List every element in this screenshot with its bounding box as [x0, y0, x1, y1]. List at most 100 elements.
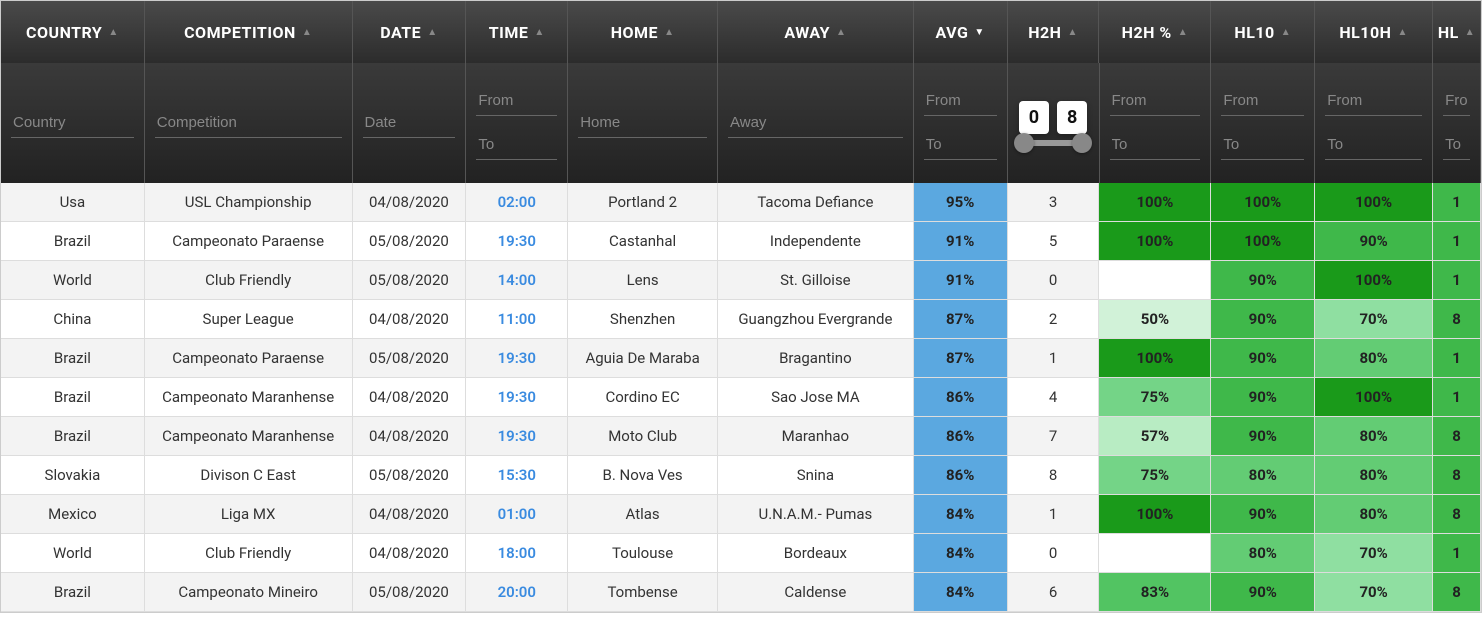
filter-to-avg[interactable] [924, 130, 997, 160]
filter-from-hl[interactable] [1443, 86, 1470, 116]
table-row[interactable]: WorldClub Friendly05/08/202014:00LensSt.… [1, 261, 1481, 300]
column-header-h2h[interactable]: H2H▲ [1008, 1, 1100, 63]
data-table: COUNTRY▲COMPETITION▲DATE▲TIME▲HOME▲AWAY▲… [0, 0, 1482, 613]
cell-h2hp [1099, 534, 1211, 572]
column-header-competition[interactable]: COMPETITION▲ [145, 1, 353, 63]
slider-track[interactable] [1018, 140, 1088, 146]
cell-h2h: 2 [1008, 300, 1100, 338]
filter-from-hl10h[interactable] [1325, 86, 1422, 116]
cell-date: 05/08/2020 [353, 261, 467, 299]
cell-time: 18:00 [466, 534, 568, 572]
filter-to-h2hp[interactable] [1110, 130, 1201, 160]
cell-avg: 84% [914, 495, 1008, 533]
table-row[interactable]: ChinaSuper League04/08/202011:00Shenzhen… [1, 300, 1481, 339]
column-header-time[interactable]: TIME▲ [466, 1, 568, 63]
range-slider-h2h[interactable]: 08 [1018, 101, 1089, 146]
cell-away: Maranhao [718, 417, 914, 455]
filter-input-date[interactable] [363, 108, 456, 138]
column-header-label: HL [1438, 23, 1459, 42]
table-row[interactable]: UsaUSL Championship04/08/202002:00Portla… [1, 183, 1481, 222]
filter-to-time[interactable] [476, 130, 557, 160]
cell-time: 01:00 [466, 495, 568, 533]
cell-date: 04/08/2020 [353, 417, 467, 455]
column-header-hl10h[interactable]: HL10H▲ [1315, 1, 1433, 63]
cell-hl10: 80% [1211, 534, 1315, 572]
cell-away: Tacoma Defiance [718, 183, 914, 221]
cell-hl: 1 [1433, 261, 1481, 299]
cell-h2h: 7 [1008, 417, 1100, 455]
cell-hl: 1 [1433, 222, 1481, 260]
cell-hl10h: 80% [1315, 339, 1433, 377]
cell-country: Brazil [1, 573, 145, 611]
filter-input-home[interactable] [578, 108, 707, 138]
cell-home: Atlas [568, 495, 718, 533]
cell-competition: Campeonato Mineiro [145, 573, 353, 611]
filter-input-country[interactable] [11, 108, 134, 138]
cell-avg: 87% [914, 300, 1008, 338]
cell-h2h: 1 [1008, 339, 1100, 377]
filter-from-avg[interactable] [924, 86, 997, 116]
cell-date: 04/08/2020 [353, 183, 467, 221]
filter-to-hl[interactable] [1443, 130, 1470, 160]
column-header-country[interactable]: COUNTRY▲ [1, 1, 145, 63]
table-row[interactable]: BrazilCampeonato Maranhense04/08/202019:… [1, 378, 1481, 417]
cell-away: St. Gilloise [718, 261, 914, 299]
slider-thumb-min[interactable] [1014, 133, 1034, 153]
slider-thumb-max[interactable] [1072, 133, 1092, 153]
column-header-hl10[interactable]: HL10▲ [1211, 1, 1315, 63]
cell-h2hp: 75% [1099, 456, 1211, 494]
cell-home: Tombense [568, 573, 718, 611]
cell-hl10: 90% [1211, 495, 1315, 533]
cell-hl10: 90% [1211, 417, 1315, 455]
filter-to-hl10h[interactable] [1325, 130, 1422, 160]
sort-asc-icon: ▲ [1397, 27, 1407, 38]
cell-hl10h: 100% [1315, 261, 1433, 299]
cell-time: 11:00 [466, 300, 568, 338]
column-header-avg[interactable]: AVG▼ [914, 1, 1008, 63]
cell-hl10: 90% [1211, 378, 1315, 416]
sort-asc-icon: ▲ [1178, 27, 1188, 38]
filter-cell-competition [145, 63, 353, 183]
cell-country: Brazil [1, 417, 145, 455]
cell-away: Bordeaux [718, 534, 914, 572]
column-header-date[interactable]: DATE▲ [353, 1, 467, 63]
filter-cell-hl [1433, 63, 1481, 183]
cell-avg: 95% [914, 183, 1008, 221]
table-row[interactable]: BrazilCampeonato Paraense05/08/202019:30… [1, 339, 1481, 378]
cell-time: 20:00 [466, 573, 568, 611]
cell-competition: Campeonato Maranhense [145, 378, 353, 416]
filter-cell-hl10 [1211, 63, 1315, 183]
cell-avg: 84% [914, 573, 1008, 611]
cell-country: World [1, 534, 145, 572]
cell-h2h: 0 [1008, 261, 1100, 299]
table-row[interactable]: MexicoLiga MX04/08/202001:00AtlasU.N.A.M… [1, 495, 1481, 534]
column-header-hl[interactable]: HL▲ [1433, 1, 1481, 63]
slider-max-value: 8 [1057, 101, 1087, 134]
filter-cell-away [718, 63, 914, 183]
cell-h2h: 6 [1008, 573, 1100, 611]
filter-from-hl10[interactable] [1221, 86, 1304, 116]
filter-from-h2hp[interactable] [1110, 86, 1201, 116]
cell-date: 05/08/2020 [353, 456, 467, 494]
filter-from-time[interactable] [476, 86, 557, 116]
table-row[interactable]: WorldClub Friendly04/08/202018:00Toulous… [1, 534, 1481, 573]
cell-h2hp: 75% [1099, 378, 1211, 416]
cell-home: B. Nova Ves [568, 456, 718, 494]
filter-to-hl10[interactable] [1221, 130, 1304, 160]
cell-avg: 86% [914, 456, 1008, 494]
cell-competition: USL Championship [145, 183, 353, 221]
cell-away: U.N.A.M.- Pumas [718, 495, 914, 533]
column-header-h2hp[interactable]: H2H %▲ [1099, 1, 1211, 63]
cell-avg: 84% [914, 534, 1008, 572]
filter-input-away[interactable] [728, 108, 903, 138]
cell-time: 14:00 [466, 261, 568, 299]
table-row[interactable]: BrazilCampeonato Paraense05/08/202019:30… [1, 222, 1481, 261]
filter-input-competition[interactable] [155, 108, 342, 138]
table-row[interactable]: BrazilCampeonato Mineiro05/08/202020:00T… [1, 573, 1481, 612]
cell-h2hp: 50% [1099, 300, 1211, 338]
table-row[interactable]: SlovakiaDivison C East05/08/202015:30B. … [1, 456, 1481, 495]
cell-hl: 1 [1433, 183, 1481, 221]
column-header-home[interactable]: HOME▲ [568, 1, 718, 63]
column-header-away[interactable]: AWAY▲ [718, 1, 914, 63]
table-row[interactable]: BrazilCampeonato Maranhense04/08/202019:… [1, 417, 1481, 456]
